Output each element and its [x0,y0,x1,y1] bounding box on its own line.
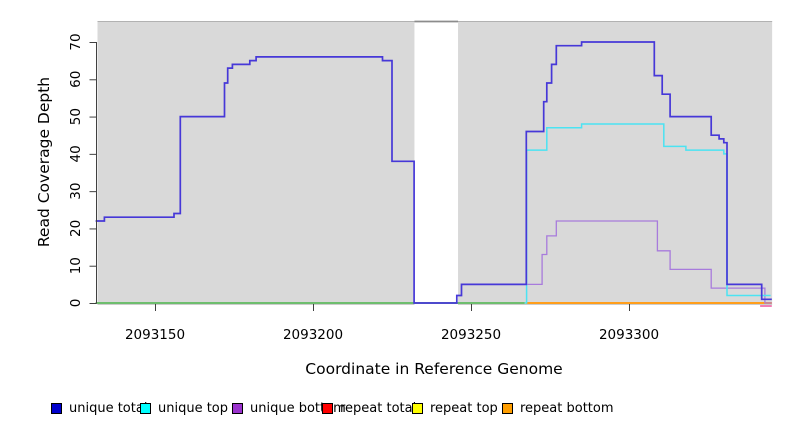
svg-text:0: 0 [68,299,84,308]
svg-text:60: 60 [68,71,84,88]
svg-text:2093250: 2093250 [441,327,501,343]
legend-item-unique-top: unique top [140,401,228,416]
svg-text:2093200: 2093200 [283,327,343,343]
legend-swatch-repeat-bottom [502,403,513,414]
svg-text:40: 40 [68,145,84,162]
legend-item-repeat-top: repeat top [412,401,498,416]
legend-label-unique-bottom: unique bottom [250,401,346,416]
svg-text:10: 10 [68,257,84,274]
legend-swatch-repeat-total [322,403,333,414]
y-axis-title: Read Coverage Depth [35,76,53,248]
legend-label-repeat-top: repeat top [430,401,498,416]
legend-swatch-unique-total [51,403,62,414]
legend-label-repeat-bottom: repeat bottom [520,401,614,416]
svg-text:2093300: 2093300 [599,327,659,343]
svg-text:50: 50 [68,108,84,125]
legend-label-repeat-total: repeat total [340,401,417,416]
legend-swatch-unique-top [140,403,151,414]
x-axis-title: Coordinate in Reference Genome [305,360,563,378]
svg-text:30: 30 [68,183,84,200]
legend-item-repeat-total: repeat total [322,401,416,416]
legend-swatch-repeat-top [412,403,423,414]
legend-item-unique-bottom: unique bottom [232,401,346,416]
svg-text:2093150: 2093150 [125,327,185,343]
legend-item-repeat-bottom: repeat bottom [502,401,614,416]
legend: unique total unique top unique bottom re… [0,401,792,421]
legend-label-unique-top: unique top [158,401,229,416]
svg-text:20: 20 [68,220,84,237]
svg-text:70: 70 [68,33,84,50]
legend-item-unique-total: unique total [51,401,147,416]
legend-label-unique-total: unique total [69,401,148,416]
legend-swatch-unique-bottom [232,403,243,414]
